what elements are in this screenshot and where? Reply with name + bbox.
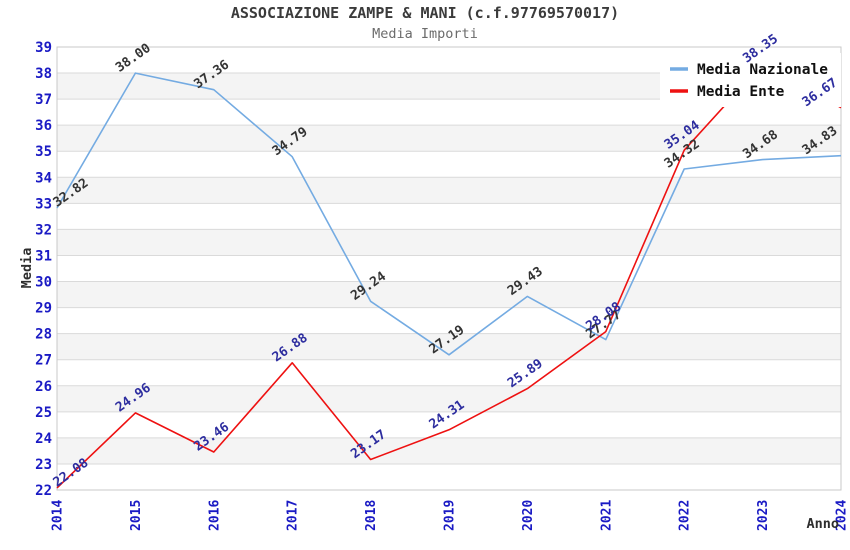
x-tick-label: 2023 xyxy=(756,500,771,531)
y-tick-label: 36 xyxy=(35,118,52,134)
legend-label-media-ente: Media Ente xyxy=(697,84,785,100)
y-axis-title: Media xyxy=(19,248,35,289)
legend-label-media-nazionale: Media Nazionale xyxy=(697,62,828,78)
band xyxy=(57,229,841,256)
x-tick-label: 2014 xyxy=(51,500,66,531)
series-line-media-nazionale xyxy=(56,72,842,356)
x-tick-label: 2018 xyxy=(364,500,379,531)
series-line-media-ente xyxy=(56,63,842,489)
band xyxy=(57,125,841,152)
x-tick-label: 2022 xyxy=(678,500,693,531)
series-lines xyxy=(56,63,842,489)
plot-gridlines xyxy=(57,72,841,465)
y-tick-label: 37 xyxy=(35,92,52,108)
x-axis-tick-labels: 2014 2015 2016 2017 2018 2019 2020 2021 2022 2023… xyxy=(51,500,850,531)
y-tick-label: 30 xyxy=(35,275,52,291)
x-tick-label: 2016 xyxy=(207,500,222,531)
x-tick-label: 2020 xyxy=(521,500,536,531)
y-tick-label: 33 xyxy=(35,196,52,212)
x-tick-label: 2021 xyxy=(599,500,614,531)
y-tick-label: 25 xyxy=(35,405,52,421)
y-tick-label: 31 xyxy=(35,248,52,264)
chart-subtitle: Media Importi xyxy=(372,26,478,42)
y-tick-label: 26 xyxy=(35,379,52,395)
y-tick-label: 39 xyxy=(35,40,52,56)
y-tick-label: 28 xyxy=(35,327,52,343)
y-tick-label: 27 xyxy=(35,353,52,369)
y-tick-label: 23 xyxy=(35,457,52,473)
legend: Media Nazionale Media Ente xyxy=(660,53,841,107)
y-axis-tick-labels: 22 23 24 25 26 27 28 29 30 31 32 33 34 35 36 37 38 39 xyxy=(35,40,52,499)
y-tick-label: 35 xyxy=(35,144,52,160)
y-tick-label: 38 xyxy=(35,66,52,82)
band xyxy=(57,177,841,204)
plot-border xyxy=(56,46,842,491)
x-axis-title: Anno xyxy=(806,516,839,532)
y-tick-label: 34 xyxy=(35,170,52,186)
data-point-label: 38.00 xyxy=(113,41,154,76)
band xyxy=(57,385,841,412)
band xyxy=(57,437,841,464)
y-tick-label: 32 xyxy=(35,222,52,238)
x-tick-label: 2017 xyxy=(286,500,301,531)
legend-background xyxy=(660,53,841,107)
y-tick-label: 29 xyxy=(35,301,52,317)
y-tick-label: 24 xyxy=(35,431,52,447)
band xyxy=(57,281,841,308)
x-tick-label: 2024 xyxy=(835,500,850,531)
chart-title: ASSOCIAZIONE ZAMPE & MANI (c.f.977695700… xyxy=(230,4,620,22)
x-tick-label: 2015 xyxy=(129,500,144,531)
y-tick-label: 22 xyxy=(35,483,52,499)
x-tick-label: 2019 xyxy=(443,500,458,531)
